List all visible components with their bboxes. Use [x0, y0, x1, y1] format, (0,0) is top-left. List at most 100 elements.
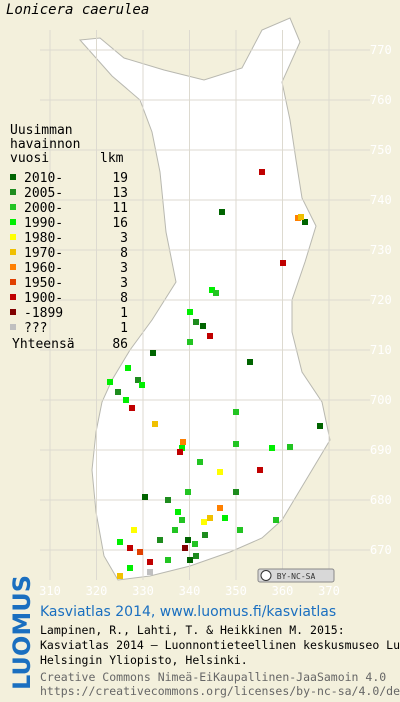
citation-line: Kasviatlas 2014 – Luonnontieteellinen ke… [40, 638, 400, 652]
observation [179, 445, 185, 451]
legend-count-heading: lkm [100, 151, 124, 166]
x-label: 370 [318, 584, 340, 598]
observation [237, 527, 243, 533]
observation [147, 559, 153, 565]
observation [193, 319, 199, 325]
observation [135, 377, 141, 383]
y-label: 730 [370, 243, 392, 257]
license-badge-box [257, 568, 335, 583]
observation [117, 539, 123, 545]
legend-count: 8 [120, 291, 128, 306]
legend-count: 1 [120, 321, 128, 336]
observation [207, 333, 213, 339]
observation [152, 421, 158, 427]
title: Lonicera caerulea [6, 2, 149, 18]
total-label: Yhteensä [12, 337, 75, 352]
y-label: 670 [370, 543, 392, 557]
observation [317, 423, 323, 429]
license-line: Creative Commons Nimeä-EiKaupallinen-Jaa… [40, 670, 386, 684]
observation [187, 309, 193, 315]
observation [179, 517, 185, 523]
legend-count: 11 [112, 201, 128, 216]
observation [137, 549, 143, 555]
x-label: 320 [86, 584, 108, 598]
legend-heading: Uusimman [10, 123, 73, 138]
observation [273, 517, 279, 523]
legend-label: -1899 [24, 306, 63, 321]
legend-swatch [10, 249, 16, 255]
observation [287, 444, 293, 450]
observation [200, 323, 206, 329]
y-label: 750 [370, 143, 392, 157]
legend-swatch [10, 309, 16, 315]
legend-swatch [10, 324, 16, 330]
observation [182, 545, 188, 551]
legend-heading: havainnon [10, 137, 80, 152]
legend-count: 8 [120, 246, 128, 261]
observation [177, 449, 183, 455]
observation [150, 350, 156, 356]
observation [187, 339, 193, 345]
observation [257, 467, 263, 473]
y-label: 740 [370, 193, 392, 207]
observation [197, 459, 203, 465]
observation [165, 557, 171, 563]
observation [127, 565, 133, 571]
observation [147, 569, 153, 575]
y-label: 690 [370, 443, 392, 457]
observation [165, 497, 171, 503]
legend-label: 1970- [24, 246, 63, 261]
legend-swatch [10, 189, 16, 195]
observation [142, 494, 148, 500]
observation [131, 527, 137, 533]
legend-swatch [10, 174, 16, 180]
observation [192, 541, 198, 547]
observation [202, 532, 208, 538]
observation [298, 214, 304, 220]
x-label: 360 [272, 584, 294, 598]
y-label: 680 [370, 493, 392, 507]
x-label: 310 [39, 584, 61, 598]
observation [209, 287, 215, 293]
logo: LUOMUS [8, 575, 36, 690]
observation [139, 382, 145, 388]
x-label: 350 [225, 584, 247, 598]
legend-label: 1950- [24, 276, 63, 291]
y-label: 760 [370, 93, 392, 107]
observation [129, 405, 135, 411]
observation [269, 445, 275, 451]
license-badge: BY-NC-SA [277, 572, 316, 581]
legend-label: 1900- [24, 291, 63, 306]
legend-count: 3 [120, 276, 128, 291]
legend-swatch [10, 204, 16, 210]
observation [187, 557, 193, 563]
observation [222, 515, 228, 521]
legend-swatch [10, 294, 16, 300]
observation [217, 505, 223, 511]
observation [302, 219, 308, 225]
observation [247, 359, 253, 365]
citation-line: Helsingin Yliopisto, Helsinki. [40, 653, 248, 667]
observation [125, 365, 131, 371]
observation [117, 573, 123, 579]
legend-label: 1990- [24, 216, 63, 231]
x-label: 330 [132, 584, 154, 598]
observation [180, 439, 186, 445]
legend-label: 2010- [24, 171, 63, 186]
legend-swatch [10, 234, 16, 240]
citation-line: Lampinen, R., Lahti, T. & Heikkinen M. 2… [40, 623, 345, 637]
legend-count: 16 [112, 216, 128, 231]
observation [115, 389, 121, 395]
y-label: 770 [370, 43, 392, 57]
observation [175, 509, 181, 515]
observation [259, 169, 265, 175]
cc-icon [260, 570, 272, 581]
y-label: 710 [370, 343, 392, 357]
observation [233, 489, 239, 495]
observation [219, 209, 225, 215]
observation [213, 290, 219, 296]
finland-outline [78, 17, 331, 581]
legend-label: 2005- [24, 186, 63, 201]
